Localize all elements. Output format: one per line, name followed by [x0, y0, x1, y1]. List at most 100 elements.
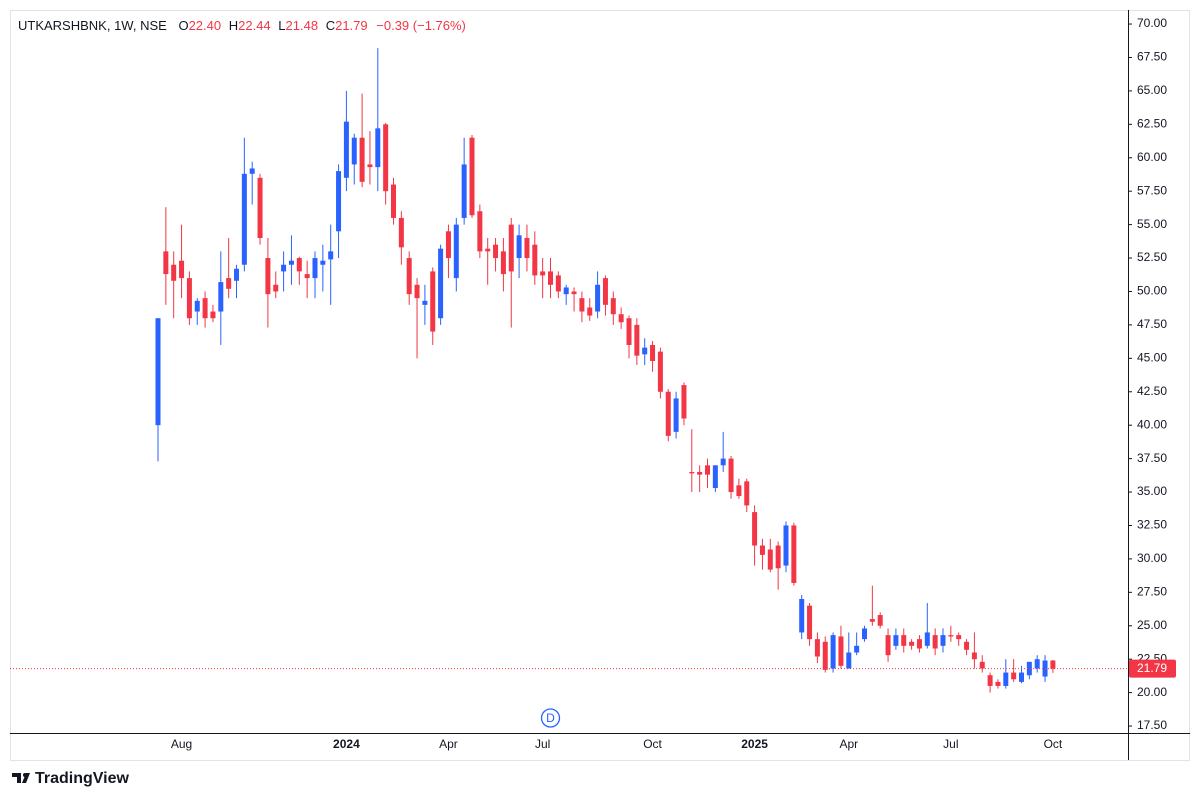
candle-body	[1011, 672, 1017, 680]
candle-body	[257, 177, 263, 238]
candle	[618, 307, 624, 329]
candle-body	[391, 184, 396, 218]
candle-body	[194, 300, 200, 312]
candle-body	[783, 525, 789, 566]
candle-body	[720, 458, 726, 466]
candle	[304, 260, 310, 299]
candle-body	[493, 244, 499, 259]
candle	[924, 603, 930, 649]
candle	[932, 628, 938, 656]
candle	[202, 291, 208, 328]
candle	[964, 639, 970, 656]
candle-body	[516, 235, 522, 259]
candle	[469, 135, 475, 218]
candle	[265, 237, 271, 328]
candle-body	[548, 271, 553, 285]
candle	[336, 164, 342, 259]
candle-body	[1034, 659, 1040, 669]
candle	[210, 304, 216, 323]
y-tick-label: 45.00	[1137, 351, 1167, 365]
candle	[194, 298, 200, 325]
logo-mark	[12, 773, 30, 783]
candle-body	[210, 311, 216, 319]
candle	[799, 595, 805, 640]
candle-body	[469, 137, 475, 216]
candle	[626, 315, 632, 359]
frame	[10, 10, 1190, 761]
candle-body	[799, 599, 805, 633]
candle-body	[375, 128, 381, 168]
candle	[508, 217, 514, 328]
candle-body	[705, 465, 710, 475]
candle	[328, 224, 334, 305]
candle-body	[862, 628, 867, 640]
candle-body	[241, 173, 247, 265]
candle-body	[971, 652, 977, 660]
y-tick-label: 70.00	[1137, 16, 1167, 30]
candle-body	[155, 318, 161, 426]
candle-body	[979, 661, 985, 669]
candle-body	[956, 635, 962, 640]
candle	[281, 251, 287, 292]
candle	[241, 137, 247, 272]
candle-body	[555, 275, 561, 292]
candle	[493, 237, 499, 272]
candle	[587, 298, 593, 321]
candle	[234, 264, 239, 299]
candle	[1011, 659, 1017, 682]
candle-body	[359, 137, 365, 182]
candle	[406, 251, 412, 305]
candle-body	[320, 260, 326, 265]
x-tick-label: Oct	[1044, 737, 1063, 751]
change: −0.39 (−1.76%)	[376, 18, 466, 33]
candle	[665, 389, 671, 442]
y-tick-label: 55.00	[1137, 217, 1167, 231]
y-tick-label: 20.00	[1137, 685, 1167, 699]
candle-body	[1003, 672, 1009, 686]
ohlc-value: 22.40	[189, 18, 222, 33]
candle-body	[163, 251, 169, 275]
y-tick-label: 27.50	[1137, 585, 1167, 599]
candle	[940, 628, 946, 653]
candle	[602, 275, 608, 316]
candle	[736, 478, 742, 499]
last-price-label: 21.79	[1137, 661, 1167, 675]
candle	[257, 173, 263, 245]
candle-body	[445, 231, 451, 259]
candle-body	[814, 639, 820, 657]
y-tick-label: 57.50	[1137, 183, 1167, 197]
candle-body	[226, 278, 232, 289]
candle	[728, 455, 734, 499]
candle	[163, 207, 169, 305]
candle	[846, 632, 852, 669]
candle-body	[1050, 660, 1056, 669]
candle	[681, 382, 687, 426]
dividend-marker	[540, 708, 561, 728]
candle	[438, 244, 444, 325]
candle-body	[186, 278, 192, 319]
candle-body	[916, 639, 922, 649]
candle-body	[1026, 661, 1032, 676]
candle	[901, 628, 907, 653]
candle	[814, 632, 820, 664]
candle-body	[901, 635, 907, 646]
candle	[995, 679, 1001, 689]
y-tick-label: 50.00	[1137, 284, 1167, 298]
last-price-box	[1129, 659, 1176, 678]
candle	[516, 224, 522, 279]
candle-body	[288, 260, 294, 265]
candle-body	[461, 164, 467, 218]
candle	[1026, 661, 1032, 680]
candle	[689, 429, 695, 493]
candle-body	[563, 287, 569, 295]
candle-body	[328, 251, 334, 260]
candle	[775, 541, 781, 590]
candle-body	[265, 258, 271, 295]
candle	[869, 585, 875, 626]
candle-body	[438, 248, 444, 319]
ohlc-value: 21.48	[286, 18, 319, 33]
y-tick-label: 62.50	[1137, 116, 1167, 130]
candle	[807, 603, 813, 646]
candle	[477, 204, 483, 259]
